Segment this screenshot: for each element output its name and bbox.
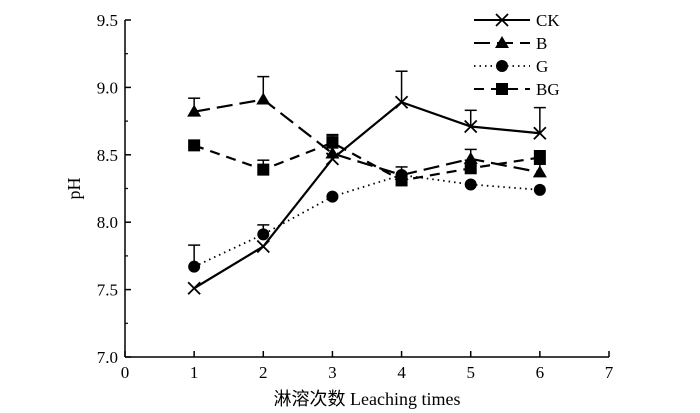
data-point-bg bbox=[257, 163, 270, 176]
legend-label-bg: BG bbox=[536, 80, 560, 99]
y-tick-label: 9.5 bbox=[97, 11, 118, 30]
data-point-b bbox=[256, 92, 271, 105]
legend-marker-ck bbox=[495, 13, 509, 27]
x-tick-label: 2 bbox=[259, 363, 268, 382]
legend-marker-g bbox=[496, 60, 508, 72]
y-tick-label: 7.5 bbox=[97, 281, 118, 300]
series-line-bg bbox=[193, 141, 541, 182]
y-tick-label: 9.0 bbox=[97, 78, 118, 97]
data-point-g bbox=[257, 228, 270, 241]
data-point-ck bbox=[394, 95, 409, 109]
data-point-bg bbox=[326, 136, 339, 149]
data-point-bg bbox=[395, 174, 408, 187]
data-point-g bbox=[326, 190, 339, 203]
x-tick-label: 7 bbox=[605, 363, 614, 382]
data-point-b bbox=[325, 146, 340, 159]
legend-label-ck: CK bbox=[536, 11, 560, 30]
legend-label-b: B bbox=[536, 34, 547, 53]
x-axis-title: 淋溶次数 Leaching times bbox=[274, 389, 461, 409]
data-point-b bbox=[463, 151, 478, 164]
series-line-g bbox=[193, 174, 540, 268]
x-tick-label: 4 bbox=[397, 363, 406, 382]
data-point-g bbox=[188, 260, 201, 273]
legend-marker-bg bbox=[496, 83, 508, 95]
x-tick-label: 3 bbox=[328, 363, 337, 382]
x-tick-label: 1 bbox=[190, 363, 199, 382]
series-line-b bbox=[193, 98, 541, 177]
y-tick-label: 8.0 bbox=[97, 213, 118, 232]
data-point-ck bbox=[464, 119, 478, 134]
x-tick-label: 5 bbox=[466, 363, 475, 382]
x-tick-label: 0 bbox=[121, 363, 130, 382]
legend-label-g: G bbox=[536, 57, 548, 76]
y-ticks: 7.0 7.5 8.0 8.5 9.0 9.5 bbox=[97, 11, 131, 367]
series-line-ck bbox=[193, 100, 540, 290]
data-point-b bbox=[187, 104, 202, 117]
legend: CK BG BG bbox=[474, 11, 560, 99]
data-point-ck bbox=[187, 281, 201, 295]
data-point-g bbox=[533, 183, 546, 196]
data-point-g bbox=[464, 178, 477, 191]
x-tick-label: 6 bbox=[536, 363, 545, 382]
plot-area bbox=[187, 70, 547, 295]
y-tick-label: 7.0 bbox=[97, 348, 118, 367]
data-point-ck bbox=[533, 126, 547, 140]
y-tick-label: 8.5 bbox=[97, 146, 118, 165]
legend-marker-b bbox=[495, 36, 509, 48]
data-point-ck bbox=[256, 239, 270, 254]
data-point-bg bbox=[533, 151, 546, 164]
y-axis-title: pH bbox=[64, 178, 84, 200]
x-ticks: 0 1 2 3 4 5 6 7 bbox=[121, 351, 614, 382]
data-point-bg bbox=[464, 162, 477, 175]
data-point-b bbox=[532, 165, 547, 178]
data-point-bg bbox=[188, 139, 201, 152]
